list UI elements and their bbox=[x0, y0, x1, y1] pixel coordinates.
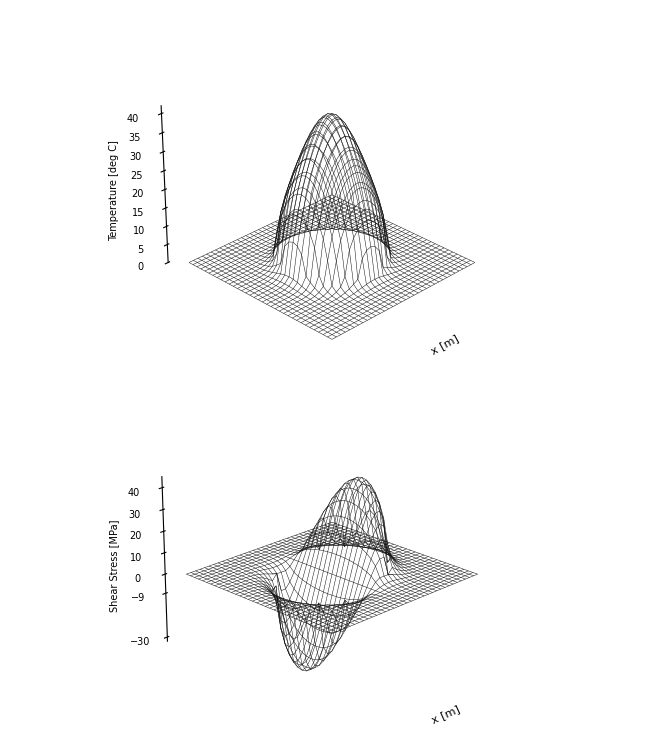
Text: Temperature [deg C]: Temperature [deg C] bbox=[109, 141, 119, 241]
X-axis label: x [m]: x [m] bbox=[430, 704, 461, 725]
X-axis label: x [m]: x [m] bbox=[429, 333, 460, 356]
Text: Shear Stress [MPa]: Shear Stress [MPa] bbox=[109, 519, 119, 612]
